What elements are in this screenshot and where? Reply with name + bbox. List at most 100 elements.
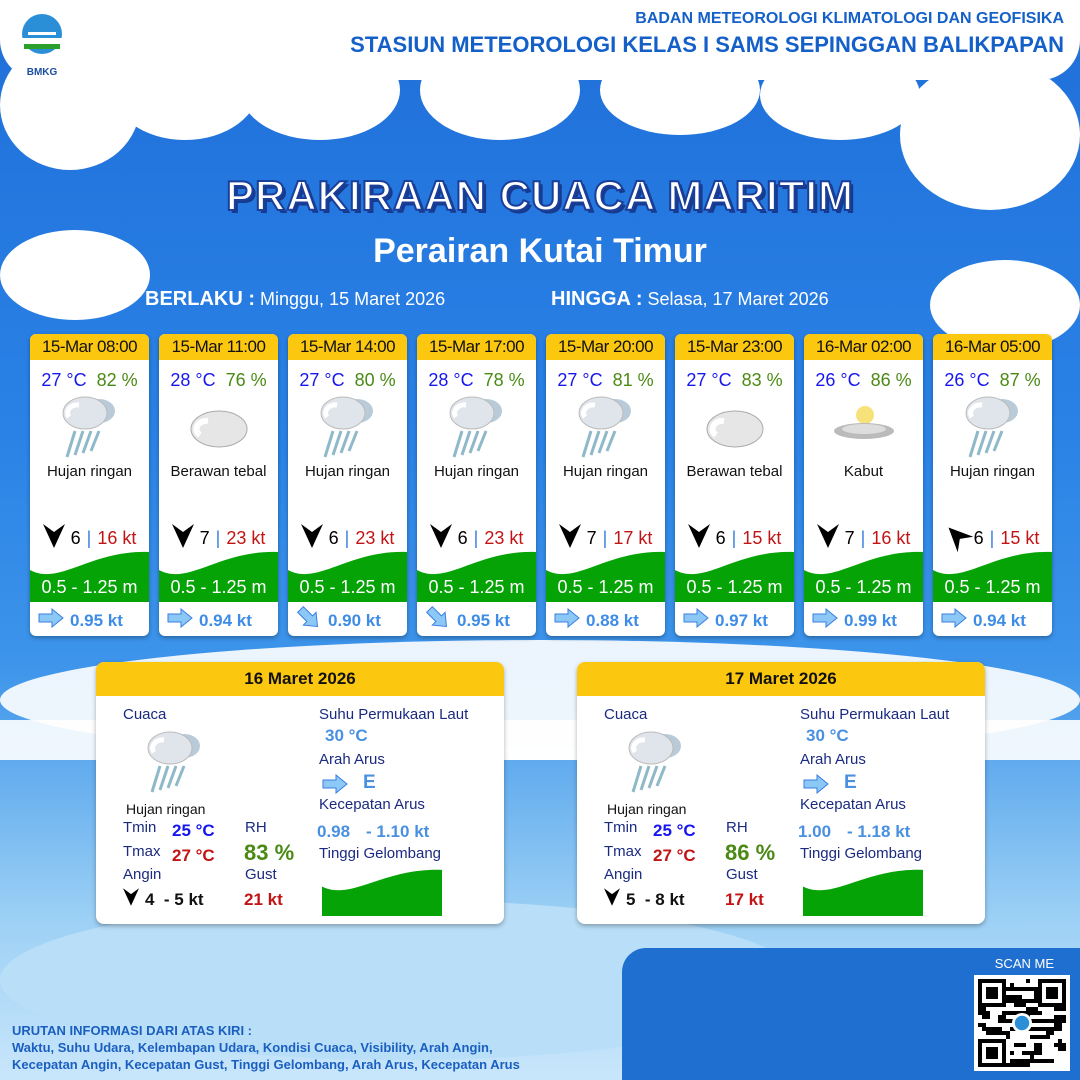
separator: | <box>86 528 92 548</box>
current-direction-value: E <box>844 772 857 793</box>
separator: | <box>473 528 479 548</box>
wave-height-value: 0.5 - 1.25 m <box>686 577 783 597</box>
tmax-value: 27 °C <box>653 846 696 865</box>
weather-description: Hujan ringan <box>46 463 133 480</box>
current-direction-icon <box>322 773 348 799</box>
wind-speed: 7 <box>844 528 855 548</box>
wave-label: Tinggi Gelombang <box>319 845 442 862</box>
cloud-icon <box>159 391 278 463</box>
gust-speed: 17 kt <box>613 528 653 548</box>
cloud-decoration <box>600 45 760 135</box>
sst-label: Suhu Permukaan Laut <box>800 706 950 723</box>
valid-from: BERLAKU : Minggu, 15 Maret 2026 <box>145 288 445 311</box>
forecast-card: 15-Mar 11:00 28 °C 76 % Berawan tebal 7 | 2… <box>159 334 278 636</box>
current-direction-icon <box>425 605 451 633</box>
wave-height-value: 0.5 - 1.25 m <box>453 891 504 911</box>
wave-height-value: 0.5 - 1.25 m <box>41 577 138 597</box>
wave-height: 0.5 - 1.25 m <box>159 550 278 602</box>
sst-label: Suhu Permukaan Laut <box>319 706 469 723</box>
rain-icon <box>288 391 407 463</box>
qr-code[interactable] <box>974 975 1070 1071</box>
gust-speed: 15 kt <box>742 528 782 548</box>
air-temperature: 28 °C <box>170 370 216 390</box>
rh-label: RH <box>726 819 748 836</box>
wave-label: Tinggi Gelombang <box>800 845 923 862</box>
wind-direction-icon <box>816 524 839 553</box>
fog-icon <box>804 391 923 463</box>
weather-description: Hujan ringan <box>562 463 649 480</box>
wave-height-value: 0.5 - 1.25 m <box>944 577 1041 597</box>
rain-icon <box>546 391 665 463</box>
forecast-card: 16-Mar 05:00 26 °C 87 % Hujan ringan 6 | 15… <box>933 334 1052 636</box>
wind-direction-icon <box>429 524 452 553</box>
wind-direction-icon <box>171 524 194 553</box>
note-line: Kecepatan Angin, Kecepatan Gust, Tinggi … <box>12 1057 520 1072</box>
wave-height: 0.5 - 1.25 m <box>803 868 985 916</box>
forecast-card: 15-Mar 08:00 27 °C 82 % Hujan ringan 6 | 16… <box>30 334 149 636</box>
forecast-time: 16-Mar 05:00 <box>933 334 1052 360</box>
current-speed-max: - 1.18 kt <box>847 822 911 841</box>
wave-height: 0.5 - 1.25 m <box>546 550 665 602</box>
wave-height: 0.5 - 1.25 m <box>288 550 407 602</box>
wind-direction-icon <box>123 888 139 911</box>
valid-from-date: Minggu, 15 Maret 2026 <box>260 289 446 309</box>
current-direction-label: Arah Arus <box>800 751 866 768</box>
wave-height-value: 0.5 - 1.25 m <box>170 577 267 597</box>
tmax-value: 27 °C <box>172 846 215 865</box>
valid-to-date: Selasa, 17 Maret 2026 <box>647 289 829 309</box>
wave-height: 0.5 - 1.25 m <box>933 550 1052 602</box>
current-speed-max: - 1.10 kt <box>366 822 430 841</box>
forecast-time: 15-Mar 23:00 <box>675 334 794 360</box>
air-temperature: 26 °C <box>815 370 861 390</box>
tmin-value: 25 °C <box>172 821 215 840</box>
wave-height-value: 0.5 - 1.25 m <box>934 891 985 911</box>
sst-value: 30 °C <box>806 726 849 745</box>
forecast-time: 16-Mar 02:00 <box>804 334 923 360</box>
current-speed: 0.99 kt <box>844 610 897 630</box>
wave-height: 0.5 - 1.25 m <box>675 550 794 602</box>
gust-value: 21 kt <box>244 890 283 909</box>
current-speed-label: Kecepatan Arus <box>800 796 906 813</box>
forecast-card: 15-Mar 17:00 28 °C 78 % Hujan ringan 6 | 23… <box>417 334 536 636</box>
note-title: URUTAN INFORMASI DARI ATAS KIRI : <box>12 1023 252 1038</box>
forecast-time: 15-Mar 20:00 <box>546 334 665 360</box>
forecast-card: 15-Mar 14:00 27 °C 80 % Hujan ringan 6 | 23… <box>288 334 407 636</box>
rh-value: 83 % <box>244 840 295 865</box>
current-direction-icon <box>941 607 967 633</box>
wave-height-value: 0.5 - 1.25 m <box>299 577 396 597</box>
weather-description: Berawan tebal <box>170 463 267 480</box>
daily-summary-panel: 17 Maret 2026 Cuaca Hujan ringan Tmin 25… <box>577 662 985 924</box>
separator: | <box>215 528 221 548</box>
current-direction-icon <box>38 607 64 633</box>
current-direction-icon <box>554 607 580 633</box>
agency-name: BADAN METEOROLOGI KLIMATOLOGI DAN GEOFIS… <box>635 10 1064 27</box>
forecast-time: 15-Mar 14:00 <box>288 334 407 360</box>
valid-to: HINGGA : Selasa, 17 Maret 2026 <box>551 288 829 311</box>
wind-direction-icon <box>687 524 710 553</box>
daily-date: 17 Maret 2026 <box>577 662 985 696</box>
wind-direction-icon <box>946 524 973 553</box>
wind: 4 - 5 kt <box>123 888 204 911</box>
current-speed: 0.90 kt <box>328 610 381 630</box>
humidity: 82 % <box>96 370 138 390</box>
air-temperature: 28 °C <box>428 370 474 390</box>
gust-speed: 16 kt <box>871 528 911 548</box>
gust-speed: 15 kt <box>1000 528 1040 548</box>
wave-height-value: 0.5 - 1.25 m <box>428 577 525 597</box>
weather-description: Hujan ringan <box>433 463 520 480</box>
wind-label: Angin <box>123 866 162 883</box>
forecast-time: 15-Mar 17:00 <box>417 334 536 360</box>
cloud-decoration <box>760 50 920 140</box>
humidity: 87 % <box>999 370 1041 390</box>
rh-value: 86 % <box>725 840 776 865</box>
current-speed: 0.95 kt <box>70 610 123 630</box>
air-temperature: 26 °C <box>944 370 990 390</box>
current-direction-label: Arah Arus <box>319 751 385 768</box>
tmin-label: Tmin <box>123 819 157 836</box>
wind-direction-icon <box>604 888 620 911</box>
rain-icon <box>140 726 210 803</box>
gust-label: Gust <box>245 866 277 883</box>
humidity: 76 % <box>225 370 267 390</box>
gust-speed: 23 kt <box>484 528 524 548</box>
scan-me-label: SCAN ME <box>994 956 1054 971</box>
